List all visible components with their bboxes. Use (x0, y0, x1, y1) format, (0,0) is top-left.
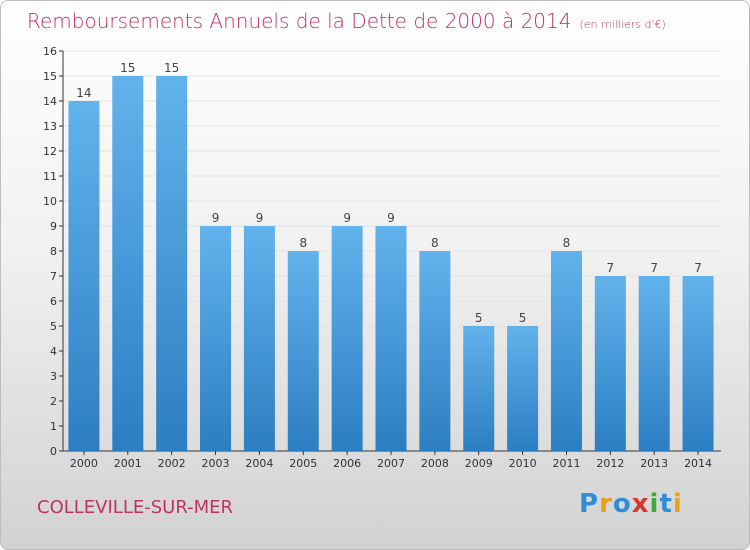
x-tick-label: 2006 (333, 457, 361, 470)
x-tick-label: 2009 (465, 457, 493, 470)
chart-title: Remboursements Annuels de la Dette de 20… (27, 9, 666, 33)
data-label: 14 (76, 86, 91, 100)
x-tick-label: 2013 (640, 457, 668, 470)
y-tick-label: 9 (50, 220, 57, 233)
chart-unit: (en milliers d'€) (579, 18, 666, 31)
x-tick-label: 2003 (202, 457, 230, 470)
commune-name: COLLEVILLE-SUR-MER (37, 497, 233, 518)
y-tick-label: 13 (43, 120, 57, 133)
logo-letter: x (631, 489, 650, 519)
data-label: 15 (164, 61, 179, 75)
data-label: 8 (563, 236, 571, 250)
y-tick-label: 1 (50, 420, 57, 433)
proxiti-logo: Proxiti (579, 489, 683, 519)
y-tick-label: 4 (50, 345, 57, 358)
y-tick-label: 10 (43, 195, 57, 208)
bar (682, 276, 714, 451)
bar (638, 276, 670, 451)
y-tick-label: 2 (50, 395, 57, 408)
x-tick-label: 2000 (70, 457, 98, 470)
bar (68, 101, 100, 451)
logo-letter: o (612, 489, 632, 519)
y-tick-label: 12 (43, 145, 57, 158)
data-label: 7 (694, 261, 702, 275)
data-label: 8 (431, 236, 439, 250)
logo-letter: i (649, 489, 660, 519)
bar (419, 251, 451, 451)
y-tick-label: 7 (50, 270, 57, 283)
data-label: 5 (519, 311, 527, 325)
data-label: 15 (120, 61, 135, 75)
bar (200, 226, 232, 451)
bar (331, 226, 363, 451)
data-label: 9 (212, 211, 220, 225)
logo-letter: r (599, 489, 613, 519)
bar (287, 251, 319, 451)
y-tick-label: 16 (43, 45, 57, 58)
y-tick-label: 3 (50, 370, 57, 383)
y-tick-label: 15 (43, 70, 57, 83)
x-tick-label: 2001 (114, 457, 142, 470)
data-label: 9 (387, 211, 395, 225)
x-tick-label: 2011 (552, 457, 580, 470)
y-tick-label: 0 (50, 445, 57, 458)
y-tick-label: 8 (50, 245, 57, 258)
bar (507, 326, 539, 451)
bar (112, 76, 144, 451)
data-label: 7 (650, 261, 658, 275)
logo-letter: P (579, 489, 600, 519)
data-label: 5 (475, 311, 483, 325)
bar (156, 76, 188, 451)
y-tick-label: 14 (43, 95, 57, 108)
x-tick-label: 2014 (684, 457, 712, 470)
bar (594, 276, 626, 451)
bar (243, 226, 275, 451)
y-tick-label: 11 (43, 170, 57, 183)
y-tick-label: 6 (50, 295, 57, 308)
x-tick-label: 2005 (289, 457, 317, 470)
bar (375, 226, 407, 451)
x-tick-label: 2007 (377, 457, 405, 470)
logo-letter: i (672, 489, 683, 519)
chart-title-text: Remboursements Annuels de la Dette de 20… (27, 9, 572, 33)
x-tick-label: 2004 (245, 457, 273, 470)
data-label: 8 (299, 236, 307, 250)
x-tick-label: 2002 (158, 457, 186, 470)
data-label: 9 (343, 211, 351, 225)
y-tick-label: 5 (50, 320, 57, 333)
bar (463, 326, 495, 451)
logo-letter: t (659, 489, 673, 519)
bar (550, 251, 582, 451)
data-label: 7 (607, 261, 615, 275)
x-tick-label: 2012 (596, 457, 624, 470)
data-label: 9 (256, 211, 264, 225)
x-tick-label: 2008 (421, 457, 449, 470)
x-tick-label: 2010 (509, 457, 537, 470)
